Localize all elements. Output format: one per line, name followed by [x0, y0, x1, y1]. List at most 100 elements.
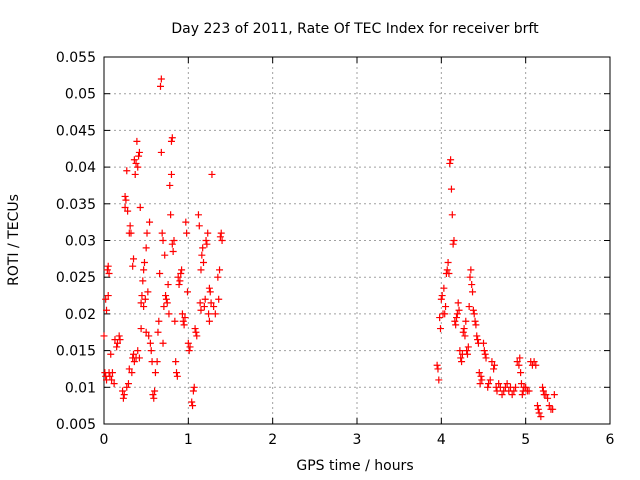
data-point [124, 380, 132, 388]
data-point [437, 295, 445, 303]
data-point [539, 383, 547, 391]
data-point [525, 387, 533, 395]
data-point [471, 317, 479, 325]
data-point [464, 343, 472, 351]
data-point [217, 229, 225, 237]
data-point [448, 211, 456, 219]
data-point [517, 380, 525, 388]
data-point [129, 262, 137, 270]
data-point [162, 295, 170, 303]
data-point [478, 376, 486, 384]
y-tick-labels: 0.005 0.01 0.015 0.02 0.025 0.03 0.035 0.04 0.04… [56, 50, 96, 433]
data-point [141, 295, 149, 303]
data-point [461, 332, 469, 340]
data-point [159, 237, 167, 244]
y-tick-label: 0.01 [65, 380, 96, 396]
data-point [181, 314, 189, 322]
data-point [474, 336, 482, 344]
data-point [216, 233, 224, 241]
data-point [488, 358, 496, 366]
data-point [460, 325, 468, 333]
data-point [480, 347, 488, 355]
data-point [207, 299, 215, 307]
data-point [156, 270, 164, 278]
data-point [108, 376, 116, 384]
data-point [436, 325, 444, 333]
data-point [530, 358, 538, 366]
data-point [463, 347, 471, 355]
data-point [146, 339, 154, 347]
data-point [137, 325, 145, 333]
data-point [127, 229, 135, 237]
data-point [138, 292, 146, 300]
x-tick-label: 6 [606, 432, 615, 448]
data-point [545, 402, 553, 410]
data-point [108, 369, 116, 377]
y-tick-label: 0.015 [56, 344, 96, 360]
data-point [145, 332, 153, 340]
data-point [115, 332, 123, 340]
data-point [134, 347, 142, 355]
data-point [216, 266, 224, 274]
data-point [203, 240, 211, 248]
data-point [120, 391, 128, 399]
data-point [441, 310, 449, 318]
data-point [166, 181, 174, 189]
x-tick-label: 1 [184, 432, 193, 448]
data-point [438, 292, 446, 300]
y-tick-label: 0.03 [65, 234, 96, 250]
data-point [433, 361, 441, 369]
data-point [468, 281, 476, 289]
data-point [450, 237, 458, 244]
data-point [550, 391, 558, 399]
data-point [435, 376, 443, 384]
data-point [151, 387, 159, 395]
data-point [463, 350, 471, 358]
data-point [473, 332, 481, 340]
data-point [190, 383, 198, 391]
x-tick-label: 0 [100, 432, 109, 448]
y-tick-label: 0.05 [65, 87, 96, 103]
x-tick-label: 2 [268, 432, 277, 448]
data-point [163, 299, 171, 307]
data-point [459, 328, 467, 336]
data-point [116, 336, 124, 344]
data-point [218, 237, 226, 244]
axis-ticks [103, 56, 611, 425]
data-point [132, 159, 140, 167]
data-point [214, 273, 222, 281]
data-point [522, 383, 530, 391]
data-point [440, 284, 448, 292]
data-point [442, 303, 450, 311]
data-point [143, 229, 151, 237]
data-point [515, 361, 523, 369]
data-point [457, 354, 465, 362]
x-tick-labels: 0 1 2 3 4 5 6 [100, 432, 615, 448]
data-point [192, 328, 200, 336]
data-point [165, 310, 173, 318]
data-point [107, 350, 115, 358]
data-point [215, 295, 223, 303]
data-point [485, 380, 493, 388]
data-point [103, 306, 111, 314]
data-point [493, 387, 501, 395]
data-point [119, 394, 127, 402]
data-point [100, 332, 108, 340]
data-point [211, 310, 219, 318]
data-point [128, 369, 136, 377]
data-point [154, 328, 162, 336]
data-point [197, 266, 205, 274]
data-point [150, 394, 158, 402]
x-tick-label: 3 [353, 432, 362, 448]
data-point [537, 413, 545, 421]
data-point [140, 303, 148, 311]
data-point [532, 361, 540, 369]
data-point [495, 380, 503, 388]
data-point [103, 266, 111, 274]
data-point [167, 137, 175, 145]
y-tick-label: 0.035 [56, 197, 96, 213]
data-point [202, 237, 210, 244]
data-point [142, 244, 150, 252]
data-point [470, 310, 478, 318]
data-point [204, 229, 212, 237]
